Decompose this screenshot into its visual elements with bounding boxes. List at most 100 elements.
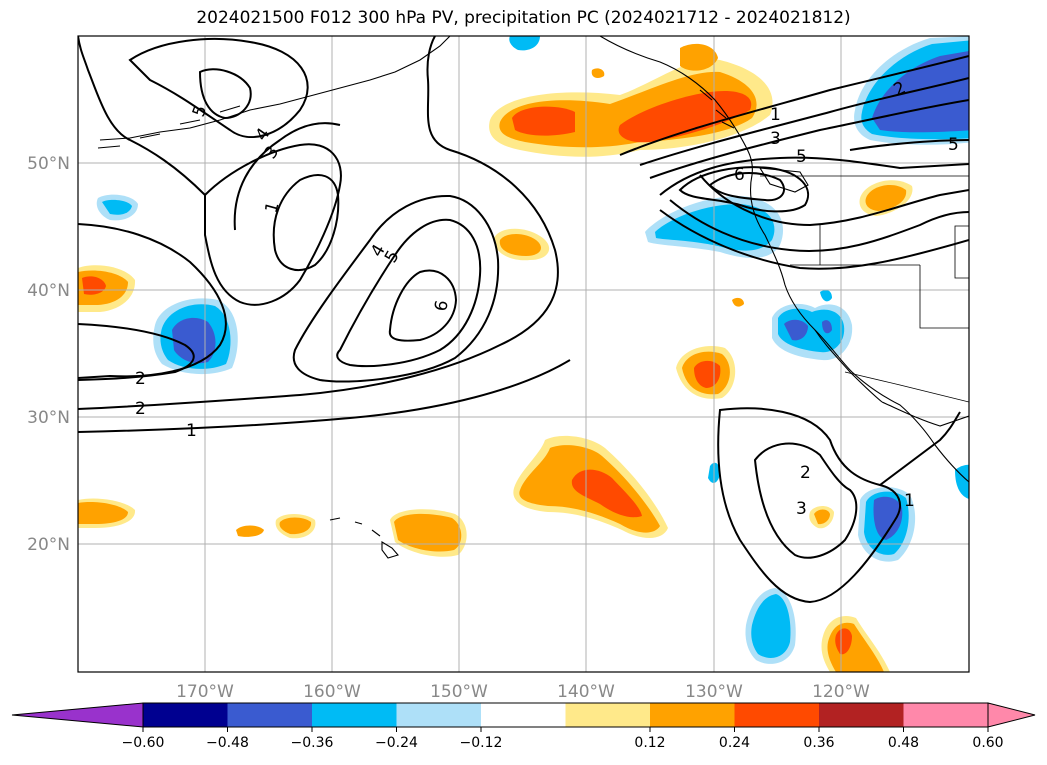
- pv-contour: [272, 174, 340, 271]
- precip-area: [236, 525, 264, 537]
- border-us-mexico: [844, 371, 969, 403]
- pv-contour: [198, 68, 252, 120]
- pv-contour: [78, 36, 206, 196]
- lat-label: 20°N: [27, 535, 70, 555]
- pv-contour: [649, 99, 969, 179]
- contour-label: 3: [770, 129, 781, 149]
- coastline-baja: [814, 329, 883, 403]
- precip-area: [872, 51, 969, 133]
- colorbar-tick-label: 0.36: [803, 735, 834, 751]
- precip-area: [955, 464, 969, 499]
- precip-area: [102, 199, 132, 215]
- precip-area: [512, 106, 575, 136]
- pv-contour: [204, 143, 342, 306]
- contour-label: 2: [800, 463, 811, 483]
- pv-contour: [233, 122, 341, 231]
- precip-area: [655, 204, 775, 251]
- pv-contour: [292, 194, 500, 383]
- map-plot: 5 4 3 1 4 5 6 2 2 1 1 3 5 6 2 5 2 3 1 50…: [27, 35, 970, 700]
- coastline-alaska: [99, 36, 451, 141]
- colorbar-segment: [565, 703, 650, 727]
- precip-area: [279, 517, 312, 535]
- lon-labels: 170°W 160°W 150°W 140°W 130°W 120°W: [176, 682, 870, 700]
- colorbar-tick-label: 0.12: [634, 735, 665, 751]
- lon-label: 140°W: [557, 682, 615, 700]
- precip-area: [499, 234, 541, 256]
- pv-contour: [669, 199, 969, 252]
- colorbar-tick-label: −0.60: [122, 735, 165, 751]
- lon-label: 130°W: [685, 682, 743, 700]
- pv-contour: [78, 323, 195, 381]
- contour-label: 1: [904, 491, 915, 511]
- border-state: [954, 225, 969, 279]
- precip-area: [732, 297, 744, 307]
- precip-area: [820, 290, 832, 302]
- borders: [760, 175, 969, 403]
- pv-contour: [78, 359, 571, 433]
- colorbar-segment: [819, 703, 904, 727]
- pv-contour: [678, 166, 810, 213]
- contour-label: 2: [135, 369, 146, 389]
- pv-contour: [639, 77, 969, 166]
- precip-area: [509, 36, 540, 51]
- colorbar-tick-label: −0.36: [291, 735, 334, 751]
- lat-label: 40°N: [27, 281, 70, 301]
- chart-title: 2024021500 F012 300 hPa PV, precipitatio…: [196, 8, 851, 28]
- lat-labels: 50°N 40°N 30°N 20°N: [27, 154, 70, 555]
- coastline-westcoast: [739, 135, 969, 483]
- colorbar-tick-label: 0.24: [719, 735, 750, 751]
- contour-label: 6: [734, 165, 745, 185]
- precip-area: [778, 308, 845, 353]
- lon-label: 120°W: [812, 682, 870, 700]
- pv-contour: [849, 139, 969, 151]
- lon-label: 170°W: [176, 682, 234, 700]
- precip-area: [751, 594, 791, 658]
- precip-area: [571, 469, 642, 518]
- pv-contour: [659, 156, 969, 196]
- pv-contour: [717, 407, 901, 604]
- pv-contour: [708, 172, 785, 202]
- precip-area: [873, 496, 903, 540]
- colorbar-segment: [143, 703, 228, 727]
- colorbar-segment: [312, 703, 397, 727]
- pv-contour: [659, 209, 969, 270]
- lat-label: 30°N: [27, 408, 70, 428]
- precip-area: [835, 628, 852, 655]
- lon-label: 150°W: [430, 682, 488, 700]
- lon-label: 160°W: [303, 682, 361, 700]
- pv-contour: [753, 442, 858, 559]
- colorbar-segment: [227, 703, 312, 727]
- pv-contour: [388, 269, 458, 342]
- colorbar-tick-label: −0.48: [206, 735, 249, 751]
- colorbar-segment: [396, 703, 481, 727]
- contour-label: 2: [135, 399, 146, 419]
- colorbar-outline: [142, 702, 989, 728]
- colorbar-tick-label: 0.48: [888, 735, 919, 751]
- precip-area: [394, 513, 462, 552]
- contour-label: 1: [770, 105, 781, 125]
- pv-contours: [78, 36, 969, 604]
- colorbar-extend-high: [987, 702, 1036, 728]
- precip-area: [865, 184, 907, 211]
- coastline-hawaii: [329, 517, 399, 559]
- lat-label: 50°N: [27, 154, 70, 174]
- pv-contour: [336, 218, 482, 368]
- precip-area: [78, 502, 128, 524]
- precip-area: [822, 320, 832, 334]
- colorbar-segment: [903, 703, 988, 727]
- coastline-bc-islands: [699, 89, 809, 193]
- contour-label: 5: [381, 247, 404, 266]
- contour-label: 1: [262, 200, 284, 216]
- contour-label: 1: [186, 421, 197, 441]
- pv-contour: [619, 55, 969, 156]
- pv-contour: [879, 411, 961, 486]
- colorbar-segment: [481, 703, 566, 727]
- contour-label: 5: [948, 135, 959, 155]
- pv-contour: [699, 174, 969, 227]
- colorbar-segment: [650, 703, 735, 727]
- colorbar-tick-label: 0.60: [972, 735, 1003, 751]
- coastlines: [97, 36, 969, 559]
- contour-label: 3: [796, 499, 807, 519]
- border-state: [790, 225, 969, 329]
- contour-label: 6: [431, 299, 453, 313]
